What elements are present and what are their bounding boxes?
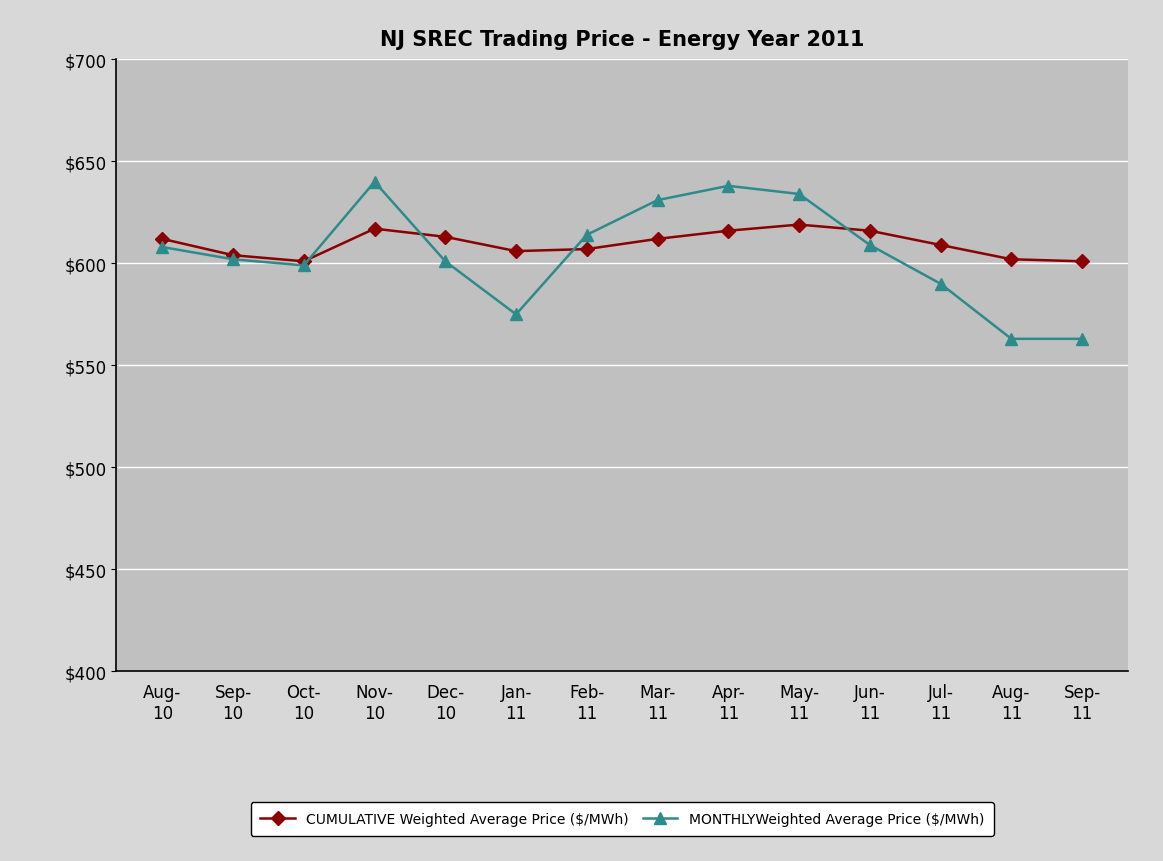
CUMULATIVE Weighted Average Price ($/MWh) bbox=[226, 251, 240, 261]
CUMULATIVE Weighted Average Price ($/MWh) bbox=[792, 220, 806, 231]
CUMULATIVE Weighted Average Price ($/MWh) bbox=[1005, 255, 1019, 265]
CUMULATIVE Weighted Average Price ($/MWh) bbox=[1075, 257, 1089, 267]
CUMULATIVE Weighted Average Price ($/MWh) bbox=[368, 224, 381, 234]
Title: NJ SREC Trading Price - Energy Year 2011: NJ SREC Trading Price - Energy Year 2011 bbox=[380, 30, 864, 51]
Line: MONTHLYWeighted Average Price ($/MWh): MONTHLYWeighted Average Price ($/MWh) bbox=[156, 177, 1089, 345]
CUMULATIVE Weighted Average Price ($/MWh) bbox=[438, 232, 452, 243]
CUMULATIVE Weighted Average Price ($/MWh) bbox=[721, 226, 735, 237]
CUMULATIVE Weighted Average Price ($/MWh) bbox=[650, 234, 664, 245]
MONTHLYWeighted Average Price ($/MWh) bbox=[650, 195, 664, 206]
CUMULATIVE Weighted Average Price ($/MWh) bbox=[580, 245, 594, 255]
MONTHLYWeighted Average Price ($/MWh) bbox=[580, 231, 594, 241]
MONTHLYWeighted Average Price ($/MWh) bbox=[863, 240, 877, 251]
MONTHLYWeighted Average Price ($/MWh) bbox=[297, 261, 311, 271]
MONTHLYWeighted Average Price ($/MWh) bbox=[792, 189, 806, 200]
MONTHLYWeighted Average Price ($/MWh) bbox=[1005, 334, 1019, 344]
CUMULATIVE Weighted Average Price ($/MWh) bbox=[297, 257, 311, 267]
MONTHLYWeighted Average Price ($/MWh) bbox=[721, 182, 735, 192]
CUMULATIVE Weighted Average Price ($/MWh) bbox=[156, 234, 170, 245]
MONTHLYWeighted Average Price ($/MWh) bbox=[509, 310, 523, 320]
MONTHLYWeighted Average Price ($/MWh) bbox=[1075, 334, 1089, 344]
MONTHLYWeighted Average Price ($/MWh) bbox=[226, 255, 240, 265]
MONTHLYWeighted Average Price ($/MWh) bbox=[156, 243, 170, 253]
CUMULATIVE Weighted Average Price ($/MWh) bbox=[863, 226, 877, 237]
MONTHLYWeighted Average Price ($/MWh) bbox=[438, 257, 452, 267]
MONTHLYWeighted Average Price ($/MWh) bbox=[934, 279, 948, 289]
CUMULATIVE Weighted Average Price ($/MWh) bbox=[509, 246, 523, 257]
CUMULATIVE Weighted Average Price ($/MWh) bbox=[934, 240, 948, 251]
MONTHLYWeighted Average Price ($/MWh) bbox=[368, 177, 381, 188]
Legend: CUMULATIVE Weighted Average Price ($/MWh), MONTHLYWeighted Average Price ($/MWh): CUMULATIVE Weighted Average Price ($/MWh… bbox=[251, 802, 993, 836]
Line: CUMULATIVE Weighted Average Price ($/MWh): CUMULATIVE Weighted Average Price ($/MWh… bbox=[157, 220, 1087, 267]
